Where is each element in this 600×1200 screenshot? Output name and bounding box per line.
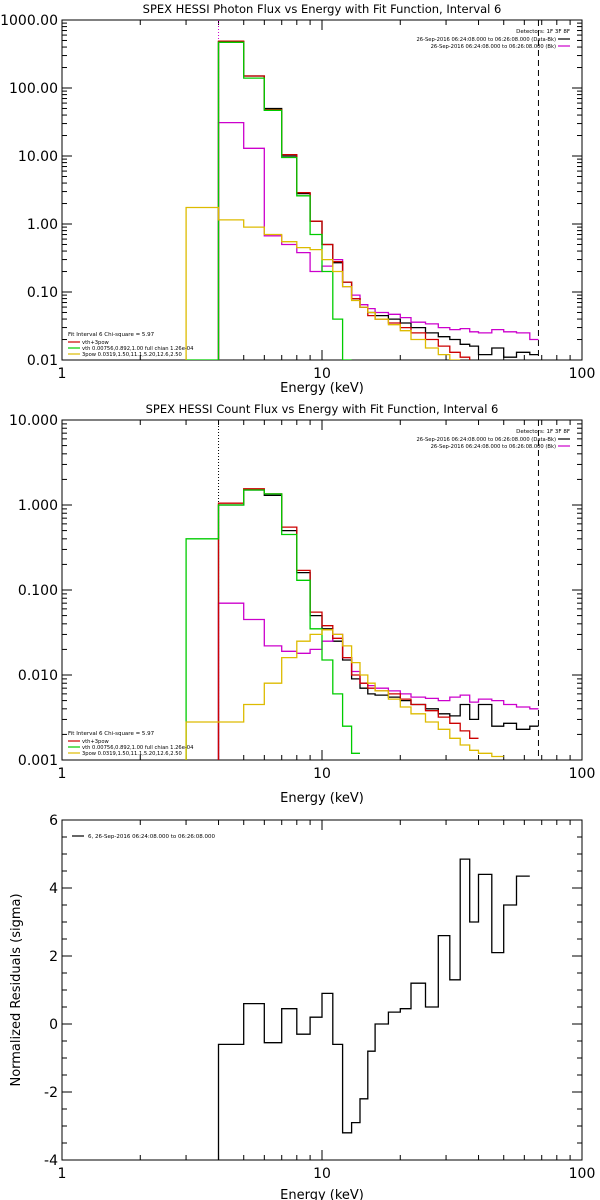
y-tick-label: -2 [44, 1085, 58, 1101]
x-tick-label: 100 [569, 366, 596, 382]
legend-label: 26-Sep-2016 06:24:08.000 to 06:26:08.000… [431, 44, 556, 50]
x-tick-label: 1 [58, 366, 67, 382]
x-axis-label: Energy (keV) [280, 381, 364, 396]
y-tick-label: 4 [49, 881, 58, 897]
series-vth [185, 489, 360, 760]
y-tick-label: 0 [49, 1017, 58, 1033]
series-vth-3pow [217, 488, 479, 760]
y-axis-label: Normalized Residuals (sigma) [9, 893, 24, 1086]
x-axis-label: Energy (keV) [280, 1188, 364, 1200]
y-tick-label: 2 [49, 949, 58, 965]
legend-label: 26-Sep-2016 06:24:08.000 to 06:26:08.000… [431, 444, 556, 450]
series-3pow [185, 206, 461, 360]
x-tick-label: 10 [313, 366, 331, 382]
legend-label: 26-Sep-2016 06:24:08.000 to 06:26:08.000… [416, 437, 556, 443]
y-tick-label: 0.10 [27, 285, 58, 301]
series-bk [217, 602, 539, 760]
legend-header: Detectors: 1F 3F 8F [516, 429, 570, 435]
photon-flux-chart: SPEX HESSI Photon Flux vs Energy with Fi… [0, 2, 595, 396]
x-tick-label: 1 [58, 1166, 67, 1182]
legend-label: vth+3pow [82, 340, 110, 346]
y-tick-label: 1.00 [27, 217, 58, 233]
legend-label: 3pow 0.0319,1.50,11.1,5.20,12.6,2.50 [82, 751, 182, 757]
x-tick-label: 100 [569, 1166, 596, 1182]
legend-label: vth+3pow [82, 739, 110, 745]
x-tick-label: 10 [313, 766, 331, 782]
chart-title: SPEX HESSI Photon Flux vs Energy with Fi… [143, 2, 502, 16]
legend-header: Detectors: 1F 3F 8F [516, 29, 570, 35]
y-tick-label: 100.00 [9, 81, 58, 97]
x-axis-label: Energy (keV) [280, 791, 364, 806]
series-data-bk [217, 489, 539, 760]
y-tick-label: 10.00 [18, 149, 58, 165]
legend-label: 6, 26-Sep-2016 06:24:08.000 to 06:26:08.… [88, 834, 215, 840]
chart-title: SPEX HESSI Count Flux vs Energy with Fit… [146, 402, 499, 416]
y-tick-label: 0.100 [18, 583, 58, 599]
x-tick-label: 10 [313, 1166, 331, 1182]
legend-label: vth 0.00756,0.892,1.00 full chian 1.26e-… [82, 346, 194, 352]
residuals-chart: Energy (keV) Normalized Residuals (sigma… [9, 813, 595, 1200]
legend-header: Fit Interval 6 Chi-square = 5.97 [68, 731, 155, 737]
series-vth-3pow [217, 40, 471, 360]
y-tick-label: 0.001 [18, 753, 58, 769]
y-tick-label: 6 [49, 813, 58, 829]
x-tick-label: 1 [58, 766, 67, 782]
y-tick-label: -4 [44, 1153, 58, 1169]
y-tick-label: 0.010 [18, 668, 58, 684]
x-tick-label: 100 [569, 766, 596, 782]
series-residuals [217, 858, 530, 1160]
legend-label: 3pow 0.0319,1.50,11.1,5.20,12.6,2.50 [82, 352, 182, 358]
y-tick-label: 0.01 [27, 353, 58, 369]
y-tick-label: 1000.00 [0, 13, 58, 29]
series-3pow [185, 629, 504, 760]
plot-frame [61, 19, 583, 361]
count-flux-chart: SPEX HESSI Count Flux vs Energy with Fit… [9, 402, 595, 806]
legend-header: Fit Interval 6 Chi-square = 5.97 [68, 332, 155, 338]
plot-frame [61, 819, 583, 1161]
series-bk [217, 121, 539, 360]
y-tick-label: 1.000 [18, 498, 58, 514]
legend-label: vth 0.00756,0.892,1.00 full chian 1.26e-… [82, 745, 194, 751]
y-tick-label: 10.000 [9, 413, 58, 429]
legend-label: 26-Sep-2016 06:24:08.000 to 06:26:08.000… [416, 37, 556, 43]
plot-frame [61, 419, 583, 761]
series-vth [186, 41, 352, 360]
